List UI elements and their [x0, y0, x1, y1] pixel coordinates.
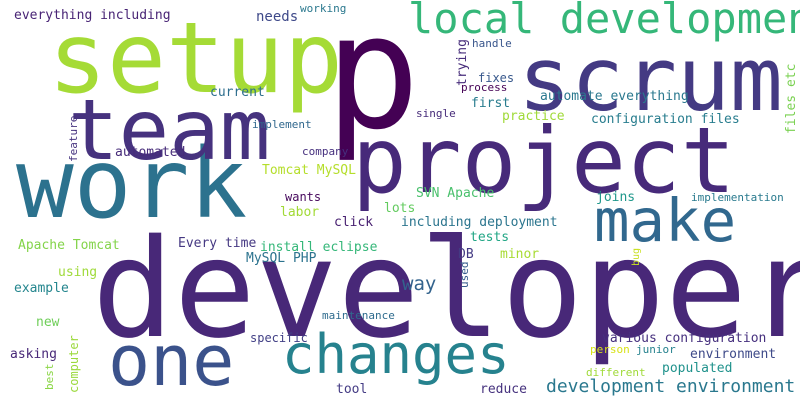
word-computer: computer — [68, 335, 80, 393]
word-bug: bug — [632, 248, 642, 266]
word-used: used — [459, 262, 470, 289]
word-install-eclipse: install eclipse — [260, 241, 377, 254]
word-db: DB — [458, 248, 474, 261]
word-process: process — [461, 82, 507, 93]
word-current: current — [210, 86, 265, 99]
word-tomcat-mysql: Tomcat MySQL — [262, 164, 356, 177]
word-implementation: implementation — [691, 192, 784, 203]
word-environment: environment — [690, 348, 776, 361]
word-click: click — [334, 216, 373, 229]
word-person: person — [590, 344, 630, 355]
word-automate-everything: automate everything — [540, 90, 689, 103]
word-different: different — [586, 367, 646, 378]
word-single: single — [416, 108, 456, 119]
word-every-time: Every time — [178, 237, 256, 250]
word-company: company — [302, 146, 348, 157]
word-asking: asking — [10, 348, 57, 361]
word-handle: handle — [472, 38, 512, 49]
word-trying: trying — [456, 39, 469, 86]
word-implement: implement — [252, 119, 312, 130]
word-changes: changes — [282, 328, 510, 382]
word-configuration-files: configuration files — [591, 113, 740, 126]
word-including-deployment: including deployment — [401, 216, 558, 229]
word-maintenance: maintenance — [322, 310, 395, 321]
word-reduce: reduce — [480, 383, 527, 396]
word-automated: automated — [115, 146, 185, 159]
word-development-environment: development environment — [546, 378, 795, 396]
word-local-development: local development — [408, 0, 800, 40]
word-tests: tests — [470, 231, 509, 244]
word-populated: populated — [662, 362, 732, 375]
word-working: working — [300, 3, 346, 14]
word-tool: tool — [336, 383, 367, 396]
word-way: way — [402, 275, 436, 294]
word-feature: feature — [68, 116, 79, 162]
word-using: using — [58, 266, 97, 279]
word-labor: labor — [280, 206, 319, 219]
word-files-etc: files etc — [785, 64, 798, 134]
word-minor: minor — [500, 248, 539, 261]
word-new: new — [36, 316, 59, 329]
word-practice: practice — [502, 110, 565, 123]
word-best: best — [44, 364, 55, 391]
word-junior: junior — [636, 344, 676, 355]
word-svn-apache: SVN Apache — [416, 187, 494, 200]
word-needs: needs — [256, 10, 298, 24]
word-wants: wants — [285, 191, 321, 203]
word-joins: joins — [596, 191, 635, 204]
word-specific: specific — [250, 332, 308, 344]
word-example: example — [14, 282, 69, 295]
word-one: one — [108, 326, 234, 396]
word-apache-tomcat: Apache Tomcat — [18, 239, 120, 252]
word-lots: lots — [384, 202, 415, 215]
word-everything-including: everything including — [14, 9, 171, 22]
